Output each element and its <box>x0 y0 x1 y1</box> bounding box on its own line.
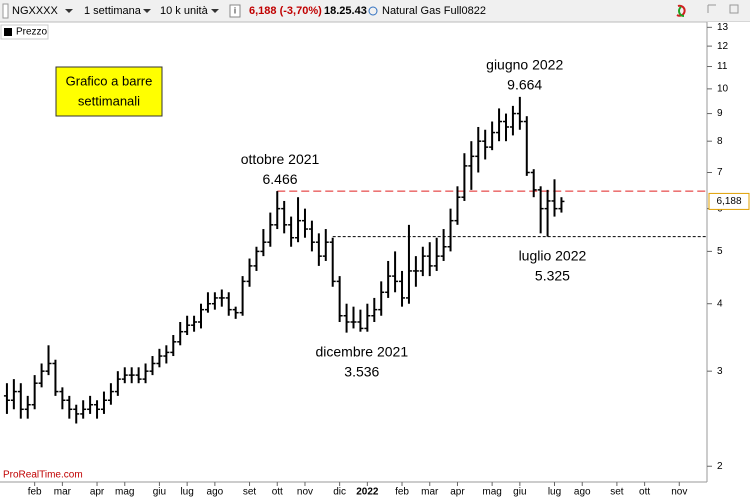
x-tick-label: nov <box>297 487 313 498</box>
note-box <box>55 66 163 117</box>
status-icon <box>368 6 378 16</box>
annotation-label: dicembre 2021 <box>316 343 409 359</box>
y-tick-label: 4 <box>717 298 723 309</box>
y-tick-label: 3 <box>717 366 723 377</box>
price-change: 6,188 (-3,70%) <box>249 5 322 17</box>
annotation-value: 5.325 <box>535 267 570 283</box>
legend-box <box>0 24 49 40</box>
y-tick-label: 12 <box>717 41 729 52</box>
note-text: settimanali <box>78 93 140 108</box>
legend-label: Prezzo <box>16 27 48 38</box>
y-tick-label: 13 <box>717 22 729 33</box>
symbol-icon <box>2 3 9 19</box>
window-button[interactable] <box>729 4 739 14</box>
legend-swatch <box>4 28 12 36</box>
x-tick-label: mar <box>421 487 439 498</box>
dropdown-icon[interactable] <box>65 9 73 13</box>
refresh-icon[interactable] <box>678 6 685 17</box>
x-tick-label: apr <box>90 487 105 498</box>
dropdown-icon[interactable] <box>143 9 151 13</box>
x-tick-label: ott <box>272 487 283 498</box>
y-tick-label: 2 <box>717 461 723 472</box>
x-tick-label: lug <box>180 487 193 498</box>
last-price-label: 6,188 <box>716 196 741 207</box>
y-tick-label: 9 <box>717 108 723 119</box>
x-tick-label: giu <box>513 487 526 498</box>
symbol[interactable]: NGXXXX <box>12 5 59 17</box>
y-tick-label: 5 <box>717 246 723 257</box>
time: 18.25.43 <box>324 5 367 17</box>
x-tick-label: lug <box>548 487 561 498</box>
y-tick-label: 8 <box>717 136 723 147</box>
price-axis <box>707 22 750 500</box>
x-tick-label: ago <box>207 487 224 498</box>
x-tick-label: ago <box>574 487 591 498</box>
x-tick-label: ott <box>639 487 650 498</box>
last-price-marker <box>708 192 750 210</box>
toolbar <box>0 0 750 22</box>
y-tick-label: 10 <box>717 84 729 95</box>
info-icon-glyph: i <box>234 5 236 15</box>
annotation-value: 3.536 <box>344 363 379 379</box>
note-text: Grafico a barre <box>66 73 153 88</box>
x-tick-label: nov <box>671 487 687 498</box>
refresh-icon[interactable] <box>676 4 686 17</box>
x-tick-label: feb <box>28 487 42 498</box>
instrument: Natural Gas Full0822 <box>382 5 486 17</box>
x-tick-label: giu <box>153 487 166 498</box>
x-tick-label: mar <box>54 487 72 498</box>
x-tick-label: feb <box>395 487 409 498</box>
x-tick-label: 2022 <box>356 487 379 498</box>
x-tick-label: set <box>610 487 624 498</box>
y-tick-label: 11 <box>717 61 728 72</box>
info-icon[interactable] <box>229 4 241 18</box>
y-tick-label: 7 <box>717 167 723 178</box>
annotation-value: 6.466 <box>263 171 298 187</box>
x-tick-label: mag <box>115 487 134 498</box>
annotation-label: ottobre 2021 <box>241 151 320 167</box>
watermark: ProRealTime.com <box>3 470 83 481</box>
x-tick-label: set <box>243 487 257 498</box>
x-tick-label: apr <box>450 487 465 498</box>
annotation-value: 9.664 <box>507 77 542 93</box>
dropdown-icon[interactable] <box>211 9 219 13</box>
annotation-label: luglio 2022 <box>519 247 587 263</box>
annotation-label: giugno 2022 <box>486 57 563 73</box>
window-button[interactable] <box>707 4 716 13</box>
period[interactable]: 1 settimana <box>84 5 142 17</box>
x-tick-label: dic <box>333 487 346 498</box>
units[interactable]: 10 k unità <box>160 5 209 17</box>
x-tick-label: mag <box>482 487 501 498</box>
